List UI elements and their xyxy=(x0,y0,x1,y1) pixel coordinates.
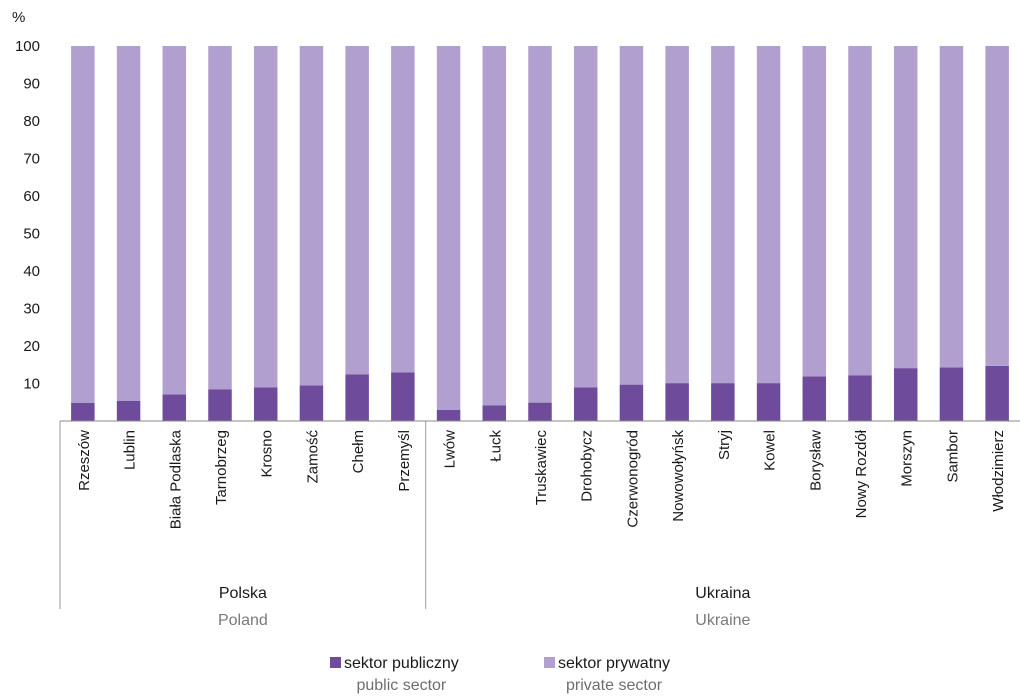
category-labels: Rzeszów Lublin Biała Podlaska Tarnobrzeg Kro… xyxy=(76,429,1007,529)
legend-swatch xyxy=(330,657,341,668)
bar-public xyxy=(391,372,415,421)
bar-public xyxy=(482,405,507,421)
category-label: Biała Podlaska xyxy=(167,429,184,529)
legend: sektor publiczny public sector sektor pryw… xyxy=(330,655,670,694)
bar-public xyxy=(71,403,95,421)
bar-private xyxy=(985,46,1009,366)
y-tick-label: 40 xyxy=(23,263,40,280)
group-labels: Polska Poland Ukraina Ukraine xyxy=(218,585,751,629)
bar-public xyxy=(985,365,1009,421)
y-axis-ticks: 10 20 30 40 50 60 70 80 90 100 xyxy=(15,38,40,393)
bar-public xyxy=(528,402,552,421)
bar-public xyxy=(116,400,141,421)
category-label: Chełm xyxy=(350,430,367,473)
bar-public xyxy=(436,409,461,421)
category-label: Sambor xyxy=(944,430,961,483)
bar-public xyxy=(619,384,644,421)
category-label: Morszyn xyxy=(899,430,916,487)
category-label: Nowy Rozdół xyxy=(853,429,870,518)
y-tick-label: 70 xyxy=(23,151,40,168)
bar-public xyxy=(665,383,689,421)
y-tick-label: 30 xyxy=(23,301,40,318)
bar-private xyxy=(208,46,232,390)
bar-private xyxy=(939,46,964,368)
bar-private xyxy=(619,46,644,385)
bar-private xyxy=(436,46,461,410)
bar-private xyxy=(116,46,141,401)
category-label: Tarnobrzeg xyxy=(213,430,230,505)
category-label: Włodzimierz xyxy=(990,430,1007,512)
bar-private xyxy=(71,46,95,403)
bar-private xyxy=(345,46,369,375)
category-label: Czerwonogród xyxy=(624,430,641,528)
category-label: Przemyśl xyxy=(396,430,413,492)
group-sublabel: Poland xyxy=(218,612,268,629)
category-label: Łuck xyxy=(487,430,504,462)
bar-public xyxy=(253,387,278,421)
bar-private xyxy=(573,46,598,388)
legend-swatch xyxy=(544,657,555,668)
bars xyxy=(71,46,1009,421)
group-label: Polska xyxy=(219,585,267,602)
bar-public xyxy=(802,376,827,421)
category-label: Drohobycz xyxy=(579,430,596,502)
bar-public xyxy=(162,394,187,421)
bar-private xyxy=(299,46,324,386)
group-sublabel: Ukraine xyxy=(695,612,750,629)
category-label: Stryj xyxy=(716,430,733,460)
bar-public xyxy=(345,374,369,421)
category-label: Truskawiec xyxy=(533,430,550,506)
bar-private xyxy=(162,46,187,395)
bar-private xyxy=(665,46,689,384)
legend-sublabel: public sector xyxy=(356,677,446,694)
y-tick-label: 80 xyxy=(23,113,40,130)
y-tick-label: 10 xyxy=(23,376,40,393)
category-label: Borysław xyxy=(807,430,824,491)
bar-private xyxy=(482,46,507,406)
y-tick-label: 20 xyxy=(23,338,40,355)
bar-private xyxy=(528,46,552,403)
bar-public xyxy=(756,383,781,421)
category-label: Lwów xyxy=(442,430,459,469)
category-label: Lublin xyxy=(122,430,139,470)
y-tick-label: 100 xyxy=(15,38,40,55)
legend-sublabel: private sector xyxy=(566,677,663,694)
bar-private xyxy=(391,46,415,373)
category-label: Rzeszów xyxy=(76,430,93,491)
bar-private xyxy=(756,46,781,384)
bar-private xyxy=(893,46,918,369)
category-label: Zamość xyxy=(304,430,321,484)
axes xyxy=(59,420,1020,609)
bar-public xyxy=(711,383,735,421)
bar-private xyxy=(848,46,872,376)
y-tick-label: 60 xyxy=(23,188,40,205)
legend-label: sektor publiczny xyxy=(344,655,459,672)
bar-public xyxy=(208,389,232,421)
category-label: Krosno xyxy=(259,430,276,478)
y-axis-unit-label: % xyxy=(12,9,25,26)
category-label: Kowel xyxy=(762,430,779,471)
bar-private xyxy=(802,46,827,377)
y-tick-label: 50 xyxy=(23,226,40,243)
bar-private xyxy=(711,46,735,384)
bar-public xyxy=(848,375,872,421)
bar-public xyxy=(299,385,324,421)
legend-label: sektor prywatny xyxy=(558,655,670,672)
bar-public xyxy=(573,387,598,421)
group-label: Ukraina xyxy=(695,585,750,602)
bar-private xyxy=(253,46,278,388)
y-tick-label: 90 xyxy=(23,76,40,93)
bar-public xyxy=(893,368,918,421)
category-label: Nowowołyńsk xyxy=(670,430,687,522)
bar-public xyxy=(939,367,964,421)
